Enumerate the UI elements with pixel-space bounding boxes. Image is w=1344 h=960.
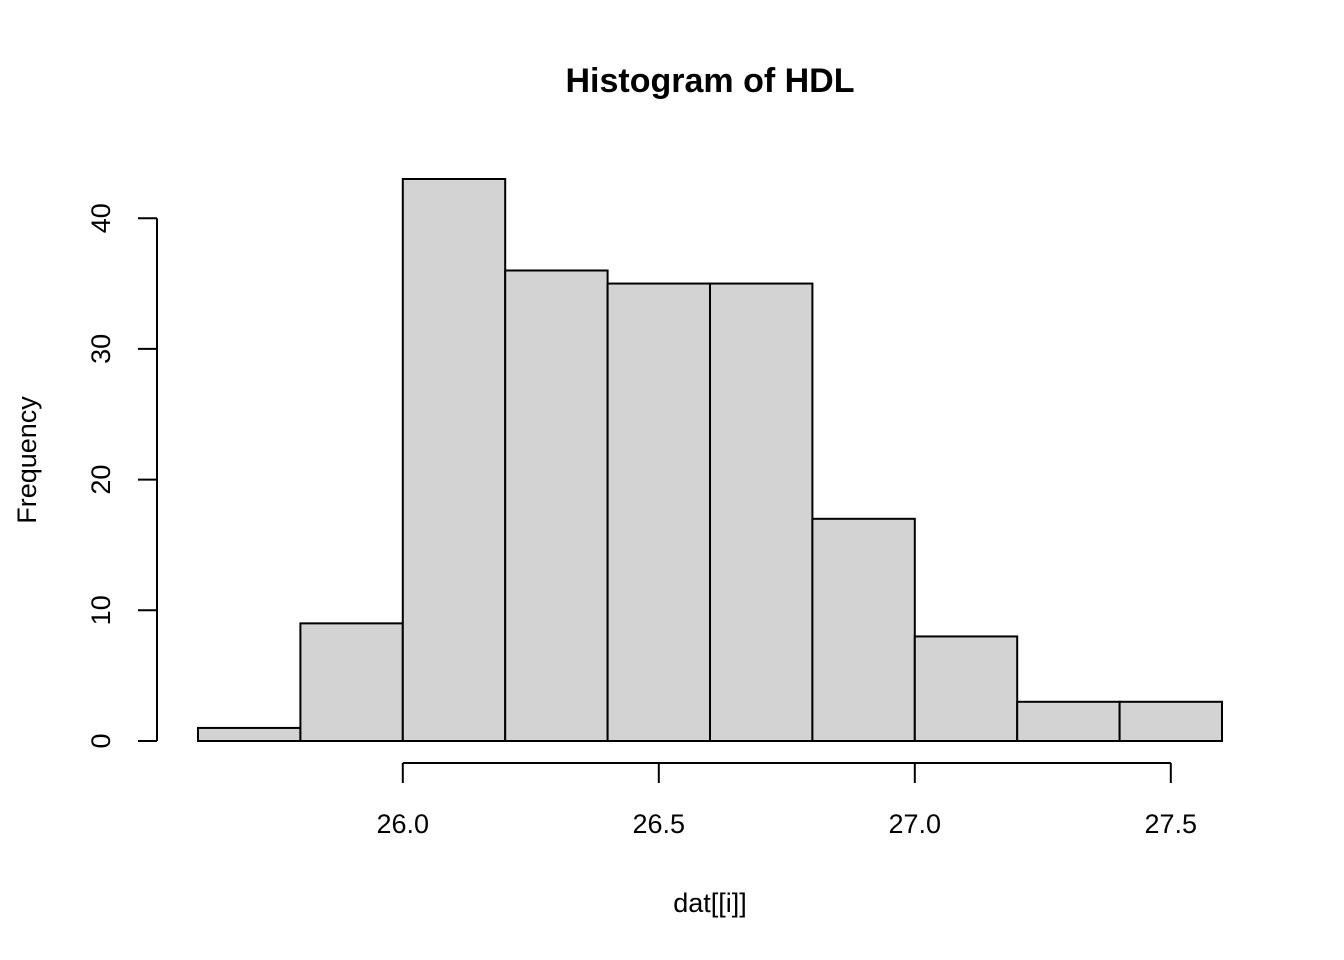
- histogram-bar-10: [1118, 700, 1223, 743]
- y-axis: 0 10 20 30 40: [86, 203, 158, 749]
- x-tick-label-2: 26.5: [633, 809, 686, 839]
- x-axis: 26.0 26.5 27.0 27.5: [377, 762, 1198, 839]
- histogram-bar-1: [197, 726, 302, 743]
- histogram-bar-6: [709, 282, 814, 742]
- x-axis-label: dat[[i]]: [673, 888, 747, 918]
- y-tick-label-3: 20: [86, 465, 116, 495]
- histogram-bar-9: [1016, 700, 1121, 743]
- histogram-bar-3: [401, 178, 507, 742]
- x-tick-label-4: 27.5: [1145, 809, 1198, 839]
- y-tick-label-2: 10: [86, 595, 116, 625]
- histogram-bar-7: [811, 517, 916, 743]
- chart-title: Histogram of HDL: [566, 62, 855, 100]
- histogram-bar-2: [299, 622, 404, 742]
- y-tick-label-4: 30: [86, 334, 116, 364]
- y-tick-label-5: 40: [86, 203, 116, 233]
- y-axis-label: Frequency: [12, 396, 42, 524]
- bars-group: [197, 178, 1223, 743]
- x-tick-label-3: 27.0: [889, 809, 942, 839]
- x-tick-label-1: 26.0: [377, 809, 430, 839]
- y-tick-label-1: 0: [86, 733, 116, 748]
- histogram-bar-5: [606, 282, 711, 742]
- histogram-bar-8: [913, 635, 1019, 742]
- histogram-bar-4: [504, 269, 609, 742]
